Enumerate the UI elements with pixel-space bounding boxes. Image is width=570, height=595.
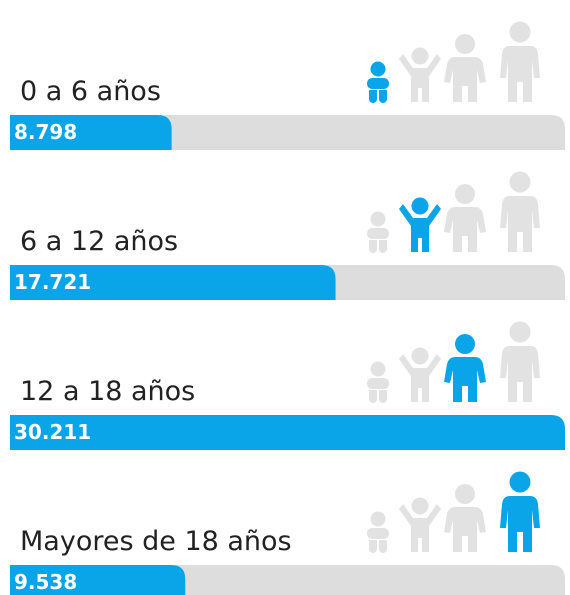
bar <box>10 565 186 595</box>
icon-body <box>367 528 389 539</box>
bar <box>10 115 172 150</box>
icon-body <box>444 357 486 402</box>
icon-head <box>509 21 531 43</box>
icon-head <box>509 321 531 343</box>
icon-head <box>455 334 475 354</box>
person-icon <box>367 511 389 553</box>
icon-body <box>500 496 540 552</box>
icon-head <box>509 171 531 193</box>
icon-head <box>370 361 386 377</box>
person-icon <box>500 171 540 252</box>
icon-body <box>500 346 540 402</box>
person-icon <box>444 334 486 402</box>
person-icon <box>399 197 441 252</box>
person-icon <box>367 61 389 103</box>
icon-legs <box>369 90 387 103</box>
bar <box>10 265 336 300</box>
icon-body <box>399 504 441 552</box>
icon-head <box>455 34 475 54</box>
icon-head <box>509 471 531 493</box>
person-icon <box>500 321 540 402</box>
icon-head <box>411 497 429 515</box>
icon-body <box>500 196 540 252</box>
value-label: 8.798 <box>14 120 77 144</box>
bar <box>10 415 565 450</box>
icon-head <box>455 184 475 204</box>
person-icon <box>444 34 486 102</box>
category-label: Mayores de 18 años <box>20 526 292 557</box>
icon-body <box>500 46 540 102</box>
person-icon <box>399 497 441 552</box>
person-icon <box>399 47 441 102</box>
icon-body <box>399 354 441 402</box>
icon-head <box>455 484 475 504</box>
icon-body <box>399 204 441 252</box>
person-icon <box>500 471 540 552</box>
category-label: 12 a 18 años <box>20 376 195 407</box>
icon-body <box>444 507 486 552</box>
icon-head <box>411 197 429 215</box>
icon-body <box>367 78 389 89</box>
icon-body <box>399 54 441 102</box>
icon-legs <box>369 540 387 553</box>
icon-head <box>370 511 386 527</box>
person-icon <box>444 184 486 252</box>
value-label: 9.538 <box>14 570 77 594</box>
icon-legs <box>369 240 387 253</box>
person-icon <box>367 211 389 253</box>
icon-head <box>370 61 386 77</box>
person-icon <box>444 484 486 552</box>
person-icon <box>367 361 389 403</box>
icon-body <box>367 228 389 239</box>
category-label: 6 a 12 años <box>20 226 178 257</box>
icon-head <box>411 347 429 365</box>
icon-legs <box>369 390 387 403</box>
icon-body <box>444 57 486 102</box>
person-icon <box>500 21 540 102</box>
icon-head <box>370 211 386 227</box>
category-label: 0 a 6 años <box>20 76 161 107</box>
value-label: 30.211 <box>14 420 91 444</box>
icon-head <box>411 47 429 65</box>
icon-body <box>444 207 486 252</box>
icon-body <box>367 378 389 389</box>
person-icon <box>399 347 441 402</box>
value-label: 17.721 <box>14 270 91 294</box>
